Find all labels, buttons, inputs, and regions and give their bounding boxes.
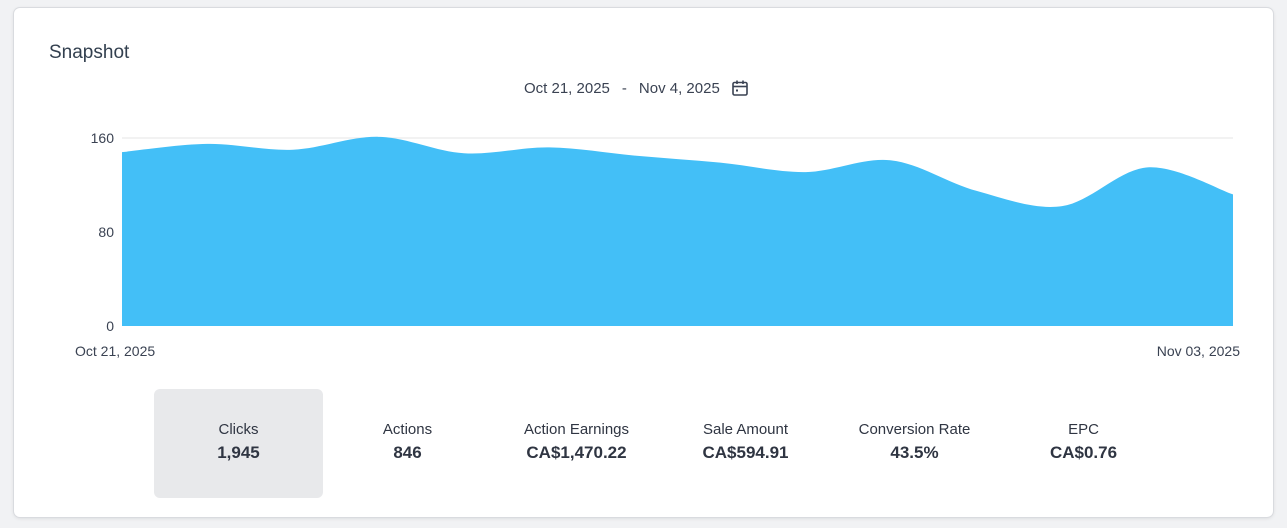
card-title: Snapshot <box>49 42 130 63</box>
y-tick-label: 80 <box>98 224 114 240</box>
date-range-separator: - <box>621 79 627 97</box>
metric-label: Sale Amount <box>702 421 789 438</box>
metric-value: CA$0.76 <box>1049 443 1118 462</box>
date-range-picker[interactable]: Oct 21, 2025 - Nov 4, 2025 <box>524 79 749 97</box>
metric-value: 43.5% <box>890 443 939 462</box>
area-chart: 0 80 160 Oct 21, 2025 Nov 03, 2025 <box>75 130 1240 359</box>
y-tick-label: 0 <box>106 318 114 334</box>
metric-epc[interactable]: EPC CA$0.76 <box>999 389 1168 498</box>
metric-conversion-rate[interactable]: Conversion Rate 43.5% <box>830 389 999 498</box>
x-tick-label: Oct 21, 2025 <box>75 343 155 359</box>
metric-value: CA$594.91 <box>702 443 789 462</box>
area-series-clicks <box>122 136 1233 326</box>
metric-label: Conversion Rate <box>858 421 971 438</box>
metric-action-earnings[interactable]: Action Earnings CA$1,470.22 <box>492 389 661 498</box>
metric-label: Action Earnings <box>523 421 630 438</box>
date-range-start[interactable]: Oct 21, 2025 <box>524 79 610 97</box>
y-tick-label: 160 <box>91 130 115 146</box>
metric-actions[interactable]: Actions 846 <box>323 389 492 498</box>
metric-sale-amount[interactable]: Sale Amount CA$594.91 <box>661 389 830 498</box>
x-tick-label: Nov 03, 2025 <box>1157 343 1240 359</box>
metric-value: 846 <box>393 443 422 462</box>
metric-label: Actions <box>382 421 433 438</box>
snapshot-card: Snapshot Oct 21, 2025 - Nov 4, 2025 0 80 1… <box>14 8 1273 517</box>
metric-value: 1,945 <box>217 443 260 462</box>
metric-clicks[interactable]: Clicks 1,945 <box>154 389 323 498</box>
date-range-end[interactable]: Nov 4, 2025 <box>638 79 720 97</box>
metric-value: CA$1,470.22 <box>526 443 627 462</box>
metric-label: Clicks <box>218 421 259 438</box>
calendar-icon[interactable] <box>731 79 749 97</box>
metric-label: EPC <box>1068 421 1099 438</box>
